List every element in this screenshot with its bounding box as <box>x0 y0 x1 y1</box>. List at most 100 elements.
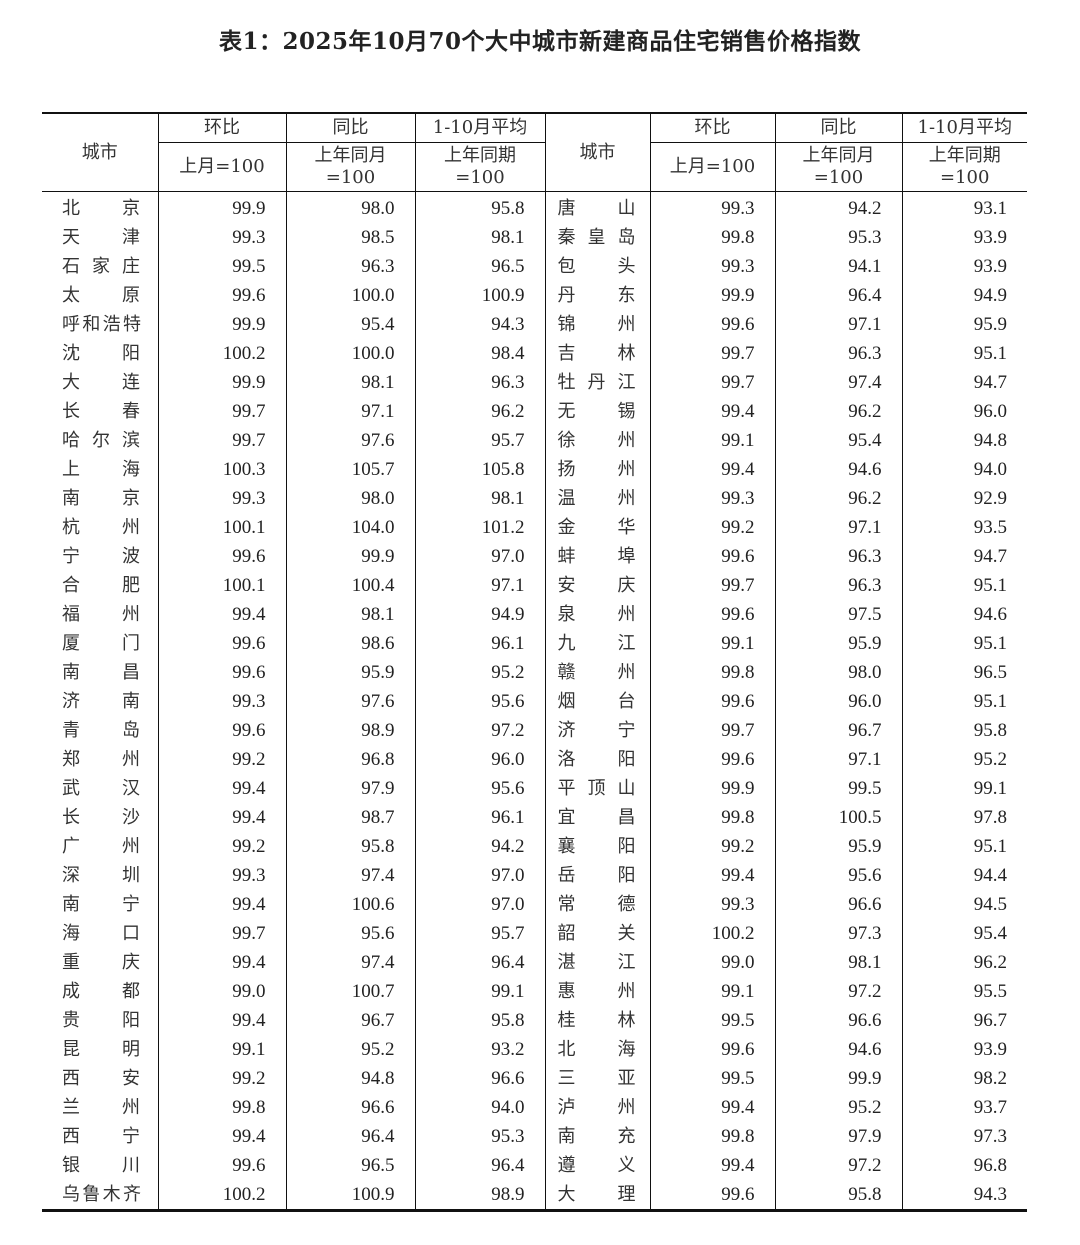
left-yoy-value: 97.4 <box>285 861 415 890</box>
left-city-cell: 乌鲁木齐 <box>42 1180 158 1211</box>
right-city-cell: 秦皇岛 <box>544 223 650 252</box>
left-yoy-value: 100.6 <box>285 890 415 919</box>
left-yoy-value: 97.6 <box>285 687 415 716</box>
right-yoy-value: 95.2 <box>774 1093 902 1122</box>
city-name: 重庆 <box>62 952 140 973</box>
left-city-cell: 昆明 <box>42 1035 158 1064</box>
right-mom-value: 99.8 <box>649 223 775 252</box>
right-avg-value: 96.7 <box>901 1006 1027 1035</box>
table-row: 重庆 99.4 97.4 96.4 湛江 99.0 98.1 96.2 <box>42 948 1027 977</box>
city-name: 长春 <box>62 401 140 422</box>
left-mom-value: 99.6 <box>157 1151 286 1180</box>
header-avg-base: 上年同期=100 <box>414 142 545 192</box>
city-name: 西安 <box>62 1068 140 1089</box>
right-mom-value: 99.6 <box>649 600 775 629</box>
left-mom-value: 99.4 <box>157 774 286 803</box>
right-mom-value: 99.8 <box>649 658 775 687</box>
right-mom-value: 99.3 <box>649 890 775 919</box>
right-city-cell: 安庆 <box>544 571 650 600</box>
right-avg-value: 93.5 <box>901 513 1027 542</box>
left-mom-value: 99.6 <box>157 281 286 310</box>
right-mom-value: 99.2 <box>649 832 775 861</box>
right-city-cell: 北海 <box>544 1035 650 1064</box>
right-avg-value: 93.7 <box>901 1093 1027 1122</box>
right-city-cell: 赣州 <box>544 658 650 687</box>
right-mom-value: 99.5 <box>649 1006 775 1035</box>
right-city-cell: 洛阳 <box>544 745 650 774</box>
left-city-cell: 石家庄 <box>42 252 158 281</box>
header-city: 城市 <box>81 141 118 163</box>
left-avg-value: 93.2 <box>414 1035 545 1064</box>
left-avg-value: 95.8 <box>414 1006 545 1035</box>
right-avg-value: 94.6 <box>901 600 1027 629</box>
left-yoy-value: 95.2 <box>285 1035 415 1064</box>
left-yoy-value: 98.5 <box>285 223 415 252</box>
city-name: 武汉 <box>62 778 140 799</box>
table-row: 厦门 99.6 98.6 96.1 九江 99.1 95.9 95.1 <box>42 629 1027 658</box>
city-name: 西宁 <box>62 1126 140 1147</box>
left-city-cell: 南昌 <box>42 658 158 687</box>
city-name: 包头 <box>557 256 636 277</box>
right-mom-value: 99.1 <box>649 629 775 658</box>
right-city-cell: 蚌埠 <box>544 542 650 571</box>
left-yoy-value: 97.9 <box>285 774 415 803</box>
right-yoy-value: 95.3 <box>774 223 902 252</box>
left-yoy-value: 98.6 <box>285 629 415 658</box>
right-mom-value: 99.4 <box>649 397 775 426</box>
city-name: 哈尔滨 <box>62 430 140 451</box>
right-city-cell: 济宁 <box>544 716 650 745</box>
city-name: 大理 <box>557 1184 636 1205</box>
left-mom-value: 99.9 <box>157 191 286 223</box>
left-city-cell: 兰州 <box>42 1093 158 1122</box>
table-row: 武汉 99.4 97.9 95.6 平顶山 99.9 99.5 99.1 <box>42 774 1027 803</box>
left-yoy-value: 98.7 <box>285 803 415 832</box>
right-mom-value: 99.7 <box>649 368 775 397</box>
right-mom-value: 99.6 <box>649 310 775 339</box>
city-name: 赣州 <box>557 662 636 683</box>
right-yoy-value: 96.2 <box>774 484 902 513</box>
header-yoy-right: 同比 <box>774 113 902 143</box>
left-yoy-value: 95.6 <box>285 919 415 948</box>
right-city-cell: 泉州 <box>544 600 650 629</box>
city-name: 温州 <box>557 488 636 509</box>
table-row: 南京 99.3 98.0 98.1 温州 99.3 96.2 92.9 <box>42 484 1027 513</box>
right-avg-value: 94.9 <box>901 281 1027 310</box>
table-row: 上海 100.3 105.7 105.8 扬州 99.4 94.6 94.0 <box>42 455 1027 484</box>
right-city-cell: 包头 <box>544 252 650 281</box>
left-avg-value: 97.2 <box>414 716 545 745</box>
right-yoy-value: 98.0 <box>774 658 902 687</box>
right-mom-value: 99.3 <box>649 484 775 513</box>
right-yoy-value: 94.6 <box>774 1035 902 1064</box>
city-name: 长沙 <box>62 807 140 828</box>
left-city-cell: 福州 <box>42 600 158 629</box>
left-mom-value: 100.1 <box>157 513 286 542</box>
table-row: 合肥 100.1 100.4 97.1 安庆 99.7 96.3 95.1 <box>42 571 1027 600</box>
right-avg-value: 95.5 <box>901 977 1027 1006</box>
left-avg-value: 94.3 <box>414 310 545 339</box>
table-row: 成都 99.0 100.7 99.1 惠州 99.1 97.2 95.5 <box>42 977 1027 1006</box>
left-avg-value: 95.6 <box>414 687 545 716</box>
left-city-cell: 大连 <box>42 368 158 397</box>
left-city-cell: 长春 <box>42 397 158 426</box>
right-city-cell: 平顶山 <box>544 774 650 803</box>
left-yoy-value: 100.0 <box>285 281 415 310</box>
table-row: 西宁 99.4 96.4 95.3 南充 99.8 97.9 97.3 <box>42 1122 1027 1151</box>
right-mom-value: 99.4 <box>649 1093 775 1122</box>
table-row: 北京 99.9 98.0 95.8 唐山 99.3 94.2 93.1 <box>42 191 1027 223</box>
right-avg-value: 94.4 <box>901 861 1027 890</box>
price-index-table: 城市 环比 同比 1-10月平均 城市 环比 同比 1-10月平均 上月=100… <box>42 112 1027 1212</box>
city-name: 平顶山 <box>557 778 636 799</box>
right-yoy-value: 95.4 <box>774 426 902 455</box>
right-yoy-value: 95.9 <box>774 832 902 861</box>
right-avg-value: 93.9 <box>901 1035 1027 1064</box>
left-mom-value: 99.3 <box>157 223 286 252</box>
city-name: 金华 <box>557 517 636 538</box>
right-avg-value: 94.7 <box>901 542 1027 571</box>
right-city-cell: 常德 <box>544 890 650 919</box>
city-name: 郑州 <box>62 749 140 770</box>
left-avg-value: 96.1 <box>414 629 545 658</box>
right-mom-value: 99.4 <box>649 455 775 484</box>
left-yoy-value: 105.7 <box>285 455 415 484</box>
city-name: 襄阳 <box>557 836 636 857</box>
left-yoy-value: 97.4 <box>285 948 415 977</box>
